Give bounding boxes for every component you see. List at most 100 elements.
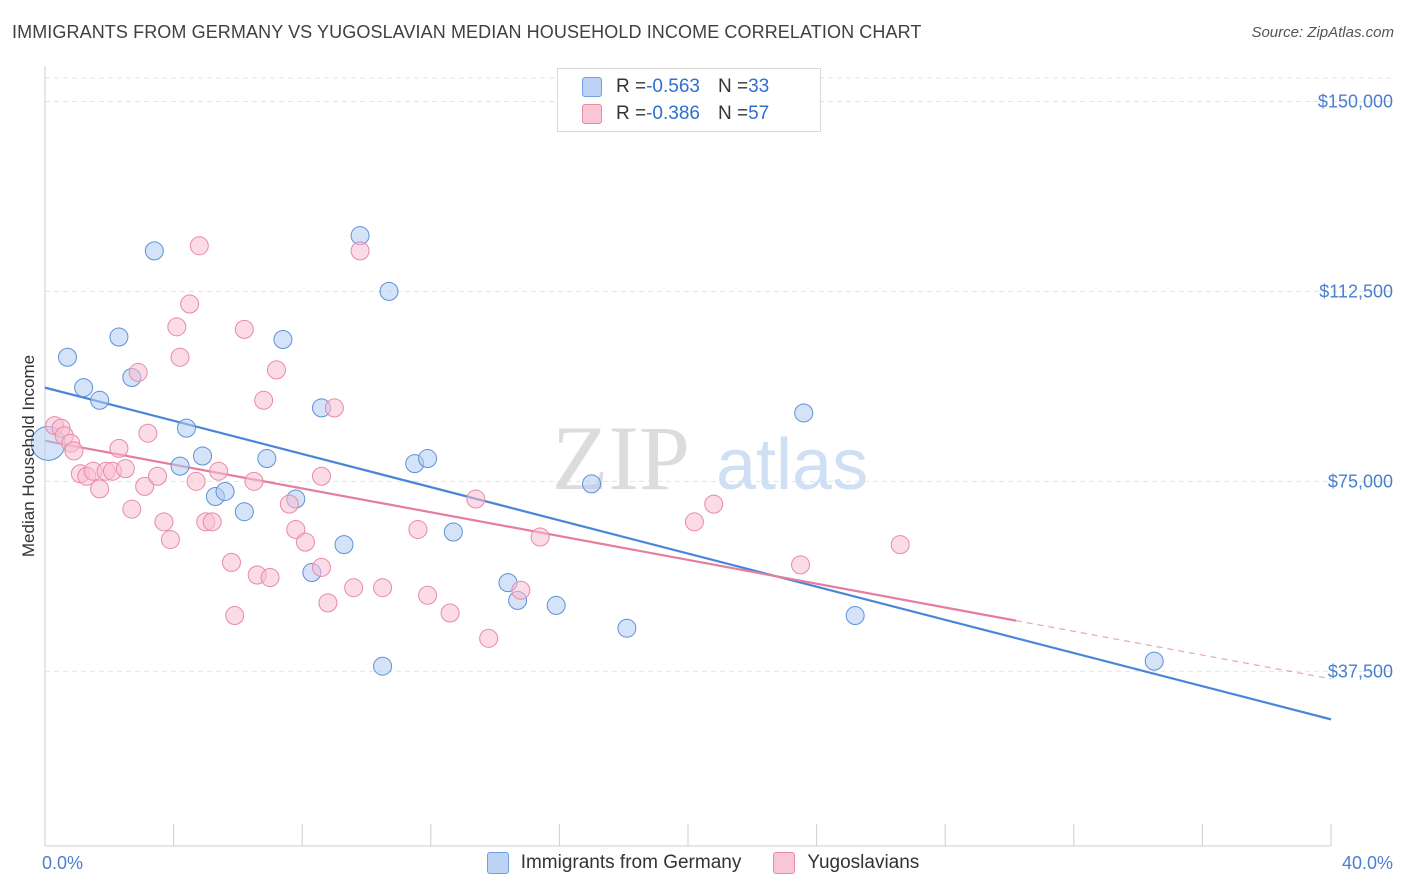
point-yugoslavians [279,494,299,514]
point-yugoslavians [479,628,499,648]
point-yugoslavians [791,555,811,575]
x-tick-labels: 0.0% 40.0% [42,853,1393,873]
point-yugoslavians [225,606,245,626]
legend-swatch-germany [582,77,602,97]
series-label-germany: Immigrants from Germany [520,852,742,873]
point-yugoslavians [109,438,129,458]
trend-lines [44,386,1332,721]
legend-swatch-yugoslavians [582,104,602,124]
point-yugoslavians [350,241,370,261]
point-yugoslavians [295,532,315,552]
point-yugoslavians [180,294,200,314]
point-yugoslavians [64,441,84,461]
point-yugoslavians [254,390,274,410]
point-yugoslavians [408,519,428,539]
point-yugoslavians [170,347,190,367]
legend-r-label: R = [616,76,647,97]
point-germany [1144,651,1164,671]
point-yugoslavians [311,466,331,486]
watermark-zip: ZIP [552,407,690,509]
point-yugoslavians [90,479,110,499]
point-yugoslavians [311,557,331,577]
point-yugoslavians [148,466,168,486]
point-yugoslavians [266,360,286,380]
y-tick-label: $112,500 [1319,281,1393,301]
point-germany [170,456,190,476]
legend-n-value: 57 [748,103,770,124]
point-yugoslavians [684,512,704,532]
grid-lines [45,77,1395,672]
point-germany [273,330,293,350]
point-germany [334,535,354,555]
point-germany [234,502,254,522]
legend-n-label: N = [717,76,749,97]
point-yugoslavians [511,580,531,600]
series-legend-yugoslavians[interactable]: Yugoslavians [773,852,919,874]
point-yugoslavians [189,236,209,256]
y-tick-labels: $37,500 $75,000 $112,500 $150,000 [1318,91,1393,681]
trendline-yugoslavians-extrapolated [1015,620,1332,680]
point-yugoslavians [260,568,280,588]
y-axis-label: Median Household Income [19,355,38,557]
watermark: ZIP atlas [552,407,868,509]
x-tick-label: 0.0% [42,853,83,873]
data-points [30,226,1164,676]
point-yugoslavians [704,494,724,514]
legend-r-value: -0.563 [646,76,700,97]
point-yugoslavians [286,519,306,539]
point-germany [90,390,110,410]
y-tick-label: $75,000 [1328,471,1393,491]
point-yugoslavians [344,578,364,598]
point-yugoslavians [135,476,155,496]
point-germany [443,522,463,542]
point-germany [373,656,393,676]
point-yugoslavians [128,362,148,382]
point-germany [215,481,235,501]
legend-row-germany: R = -0.563 N = 33 [582,74,769,100]
point-germany [617,618,637,638]
series-swatch-germany [486,852,509,874]
legend-n-label: N = [717,103,749,124]
point-yugoslavians [221,552,241,572]
point-yugoslavians [466,489,486,509]
point-germany [58,347,78,367]
legend-r-value: -0.386 [646,103,700,124]
point-yugoslavians [154,512,174,532]
y-tick-label: $150,000 [1318,91,1393,111]
point-yugoslavians [234,319,254,339]
point-germany [74,378,94,398]
correlation-legend: R = -0.563 N = 33 R = -0.386 N = 57 [557,68,821,132]
point-germany [546,595,566,615]
point-germany [418,449,438,469]
point-yugoslavians [186,471,206,491]
point-germany [109,327,129,347]
x-tick-label: 40.0% [1342,853,1393,873]
point-yugoslavians [318,593,338,613]
point-yugoslavians [440,603,460,623]
point-yugoslavians [324,398,344,418]
point-yugoslavians [244,471,264,491]
source-credit: Source: ZipAtlas.com [1251,24,1394,41]
legend-n-value: 33 [748,76,770,97]
point-germany [794,403,814,423]
watermark-atlas: atlas [716,425,868,505]
series-legend: Immigrants from Germany Yugoslavians [0,852,1406,874]
series-swatch-yugoslavians [773,852,796,874]
point-yugoslavians [890,535,910,555]
point-germany [176,418,196,438]
legend-r-label: R = [616,103,647,124]
trendline-yugoslavians [44,439,1017,622]
point-yugoslavians [122,499,142,519]
point-germany [379,281,399,301]
point-yugoslavians [418,585,438,605]
point-yugoslavians [202,512,222,532]
point-germany [582,474,602,494]
trendline-germany [44,386,1332,721]
point-germany [257,449,277,469]
chart-title: IMMIGRANTS FROM GERMANY VS YUGOSLAVIAN M… [12,22,922,42]
legend-row-yugoslavians: R = -0.386 N = 57 [582,101,769,127]
y-tick-label: $37,500 [1328,661,1393,681]
point-yugoslavians [209,461,229,481]
series-legend-germany[interactable]: Immigrants from Germany [486,852,742,874]
